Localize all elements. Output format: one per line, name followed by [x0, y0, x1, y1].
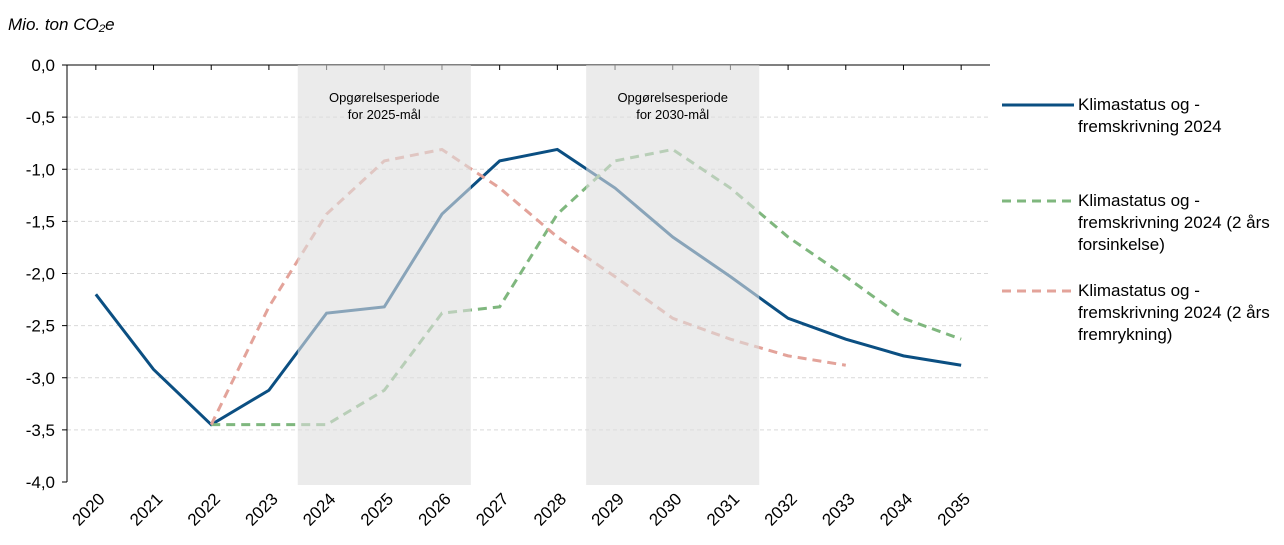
- x-tick-label: 2028: [530, 489, 570, 529]
- y-tick-label: -0,5: [26, 108, 55, 127]
- x-tick-label: 2020: [68, 489, 108, 529]
- x-tick-label: 2031: [703, 489, 743, 529]
- period-label: Opgørelsesperiode: [617, 90, 728, 105]
- x-tick-label: 2027: [472, 489, 512, 529]
- x-tick-label: 2035: [934, 489, 974, 529]
- x-tick-label: 2033: [818, 489, 858, 529]
- y-axis-label: Mio. ton CO₂e: [8, 15, 115, 34]
- series-line: [94, 147, 962, 427]
- x-tick-label: 2021: [126, 489, 166, 529]
- x-tick-label: 2034: [876, 489, 916, 529]
- y-tick-label: 0,0: [31, 56, 55, 75]
- x-tick-label: 2032: [761, 489, 801, 529]
- period-label: Opgørelsesperiode: [329, 90, 440, 105]
- x-tick-label: 2026: [415, 489, 455, 529]
- legend-label: Klimastatus og - fremskrivning 2024: [1078, 95, 1222, 136]
- y-tick-label: -3,5: [26, 421, 55, 440]
- x-tick-label: 2029: [588, 489, 628, 529]
- period-shade: [586, 65, 760, 485]
- x-tick-label: 2025: [357, 489, 397, 529]
- y-tick-label: -1,0: [26, 160, 55, 179]
- x-tick-label: 2023: [242, 489, 282, 529]
- y-tick-label: -3,0: [26, 369, 55, 388]
- x-tick-label: 2030: [645, 489, 685, 529]
- period-shade: [297, 65, 471, 485]
- y-tick-label: -2,5: [26, 317, 55, 336]
- legend-label: Klimastatus og - fremskrivning 2024 (2 å…: [1078, 191, 1270, 254]
- period-label: for 2030-mål: [636, 107, 709, 122]
- x-tick-label: 2022: [184, 489, 224, 529]
- y-tick-label: -4,0: [26, 473, 55, 492]
- y-tick-label: -2,0: [26, 265, 55, 284]
- legend-label: Klimastatus og - fremskrivning 2024 (2 å…: [1078, 281, 1270, 344]
- period-label: for 2025-mål: [348, 107, 421, 122]
- y-tick-label: -1,5: [26, 212, 55, 231]
- x-tick-label: 2024: [299, 489, 339, 529]
